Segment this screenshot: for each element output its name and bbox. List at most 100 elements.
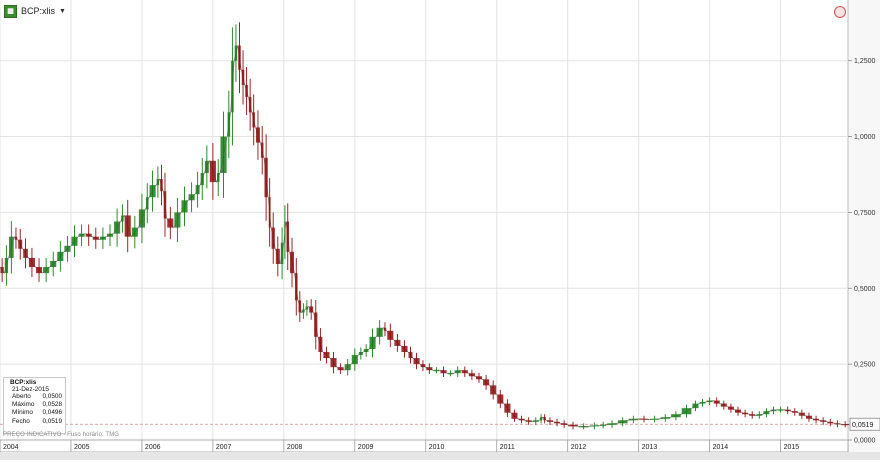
candle-body [483,379,490,386]
candle-body [681,408,692,415]
x-tick-label: 2015 [784,444,800,451]
caret-down-icon[interactable]: ▼ [59,7,66,15]
candle-body [23,248,28,258]
candle-body [181,200,188,213]
candle-body [525,420,532,422]
candle-body [18,239,23,249]
x-tick-label: 2005 [74,444,90,451]
candle-body [114,221,121,234]
candle-body [763,411,770,415]
candle-body [734,409,742,413]
candle-body [628,418,639,421]
candle-body [504,403,511,413]
candle-body [387,330,394,340]
candle-body [50,260,57,268]
candle-body [241,69,245,85]
candle-body [827,421,834,424]
candle-body [543,417,546,421]
symbol-label[interactable]: BCP:xlis [21,6,56,16]
candle-body [511,412,518,419]
candle-body [252,112,255,128]
candle-body [713,400,720,404]
candle-body [145,197,149,210]
info-label: Aberto [12,393,31,400]
info-label: Mínimo [12,409,33,417]
candle-body [401,345,408,352]
candle-body [9,236,14,258]
candle-body [71,236,78,246]
scrollbar-track [0,452,880,460]
candle-body [720,403,727,407]
refresh-circle-icon[interactable] [834,6,846,18]
candle-body [92,236,99,240]
candle-body [376,327,383,337]
candle-body [220,136,227,173]
candle-body [518,418,525,421]
candle-body [294,273,298,301]
x-tick-label: 2011 [500,444,515,451]
x-tick-label: 2004 [3,444,19,451]
candle-body [35,267,43,274]
candle-body [813,418,820,421]
candle-body [314,312,318,337]
candle-body [770,409,777,412]
y-tick-label: 0,5000 [854,286,876,293]
candle-body [318,336,323,352]
candle-body [302,309,305,313]
x-tick-label: 2007 [216,444,232,451]
candle-body [589,425,600,427]
candle-body [78,233,85,237]
x-tick-label: 2014 [713,444,729,451]
candle-body [756,414,763,416]
candle-body [0,267,4,274]
candle-body [163,191,167,219]
candle-body [639,418,649,420]
y-tick-label: 1,0000 [854,134,876,141]
x-tick-label: 2013 [642,444,658,451]
candle-body [255,127,260,143]
candle-body [426,367,433,371]
candle-body [43,267,50,274]
candle-body [121,215,124,222]
x-tick-label: 2010 [429,444,445,451]
candle-body [447,373,454,375]
candle-body [85,233,92,237]
info-row-high: Máximo 0,0528 [4,401,65,409]
y-tick-label: 0,7500 [854,210,876,217]
info-value: 0,0496 [42,409,62,417]
info-value: 0,0528 [42,401,62,409]
candle-body [149,185,156,198]
info-row-open: Aberto 0,0500 [4,393,65,401]
x-tick-label: 2008 [287,444,303,451]
candle-body [200,172,204,186]
candle-body [600,424,607,426]
candle-body [330,358,337,368]
candle-body [749,414,756,416]
chart-app-icon[interactable]: ▦ [4,4,17,18]
candle-body [358,352,363,356]
x-tick-label: 2012 [571,444,587,451]
candle-body [440,370,447,374]
candle-body [264,157,268,198]
candle-body [64,245,71,252]
candle-body [275,248,280,264]
candle-body [784,409,791,412]
candle-body [699,402,706,404]
candle-body [546,420,554,422]
candle-body [561,423,568,425]
info-box: BCP:xlis 21-Dez-2015 Aberto 0,0500 Máxim… [3,377,66,434]
candle-body [420,364,426,368]
candle-body [305,306,309,310]
candle-body [28,257,35,268]
candle-body [497,394,504,404]
candle-body [461,370,468,374]
y-tick-label: 0,2500 [854,362,876,369]
candle-body [14,236,18,240]
candle-body [286,221,290,252]
y-tick-label: 0,0000 [854,438,876,445]
footnote: PREÇO INDICATIVO - Fuso horário: TMG [3,432,120,438]
candle-body [727,406,734,410]
info-row-low: Mínimo 0,0496 [4,409,65,417]
candle-body [209,160,216,183]
